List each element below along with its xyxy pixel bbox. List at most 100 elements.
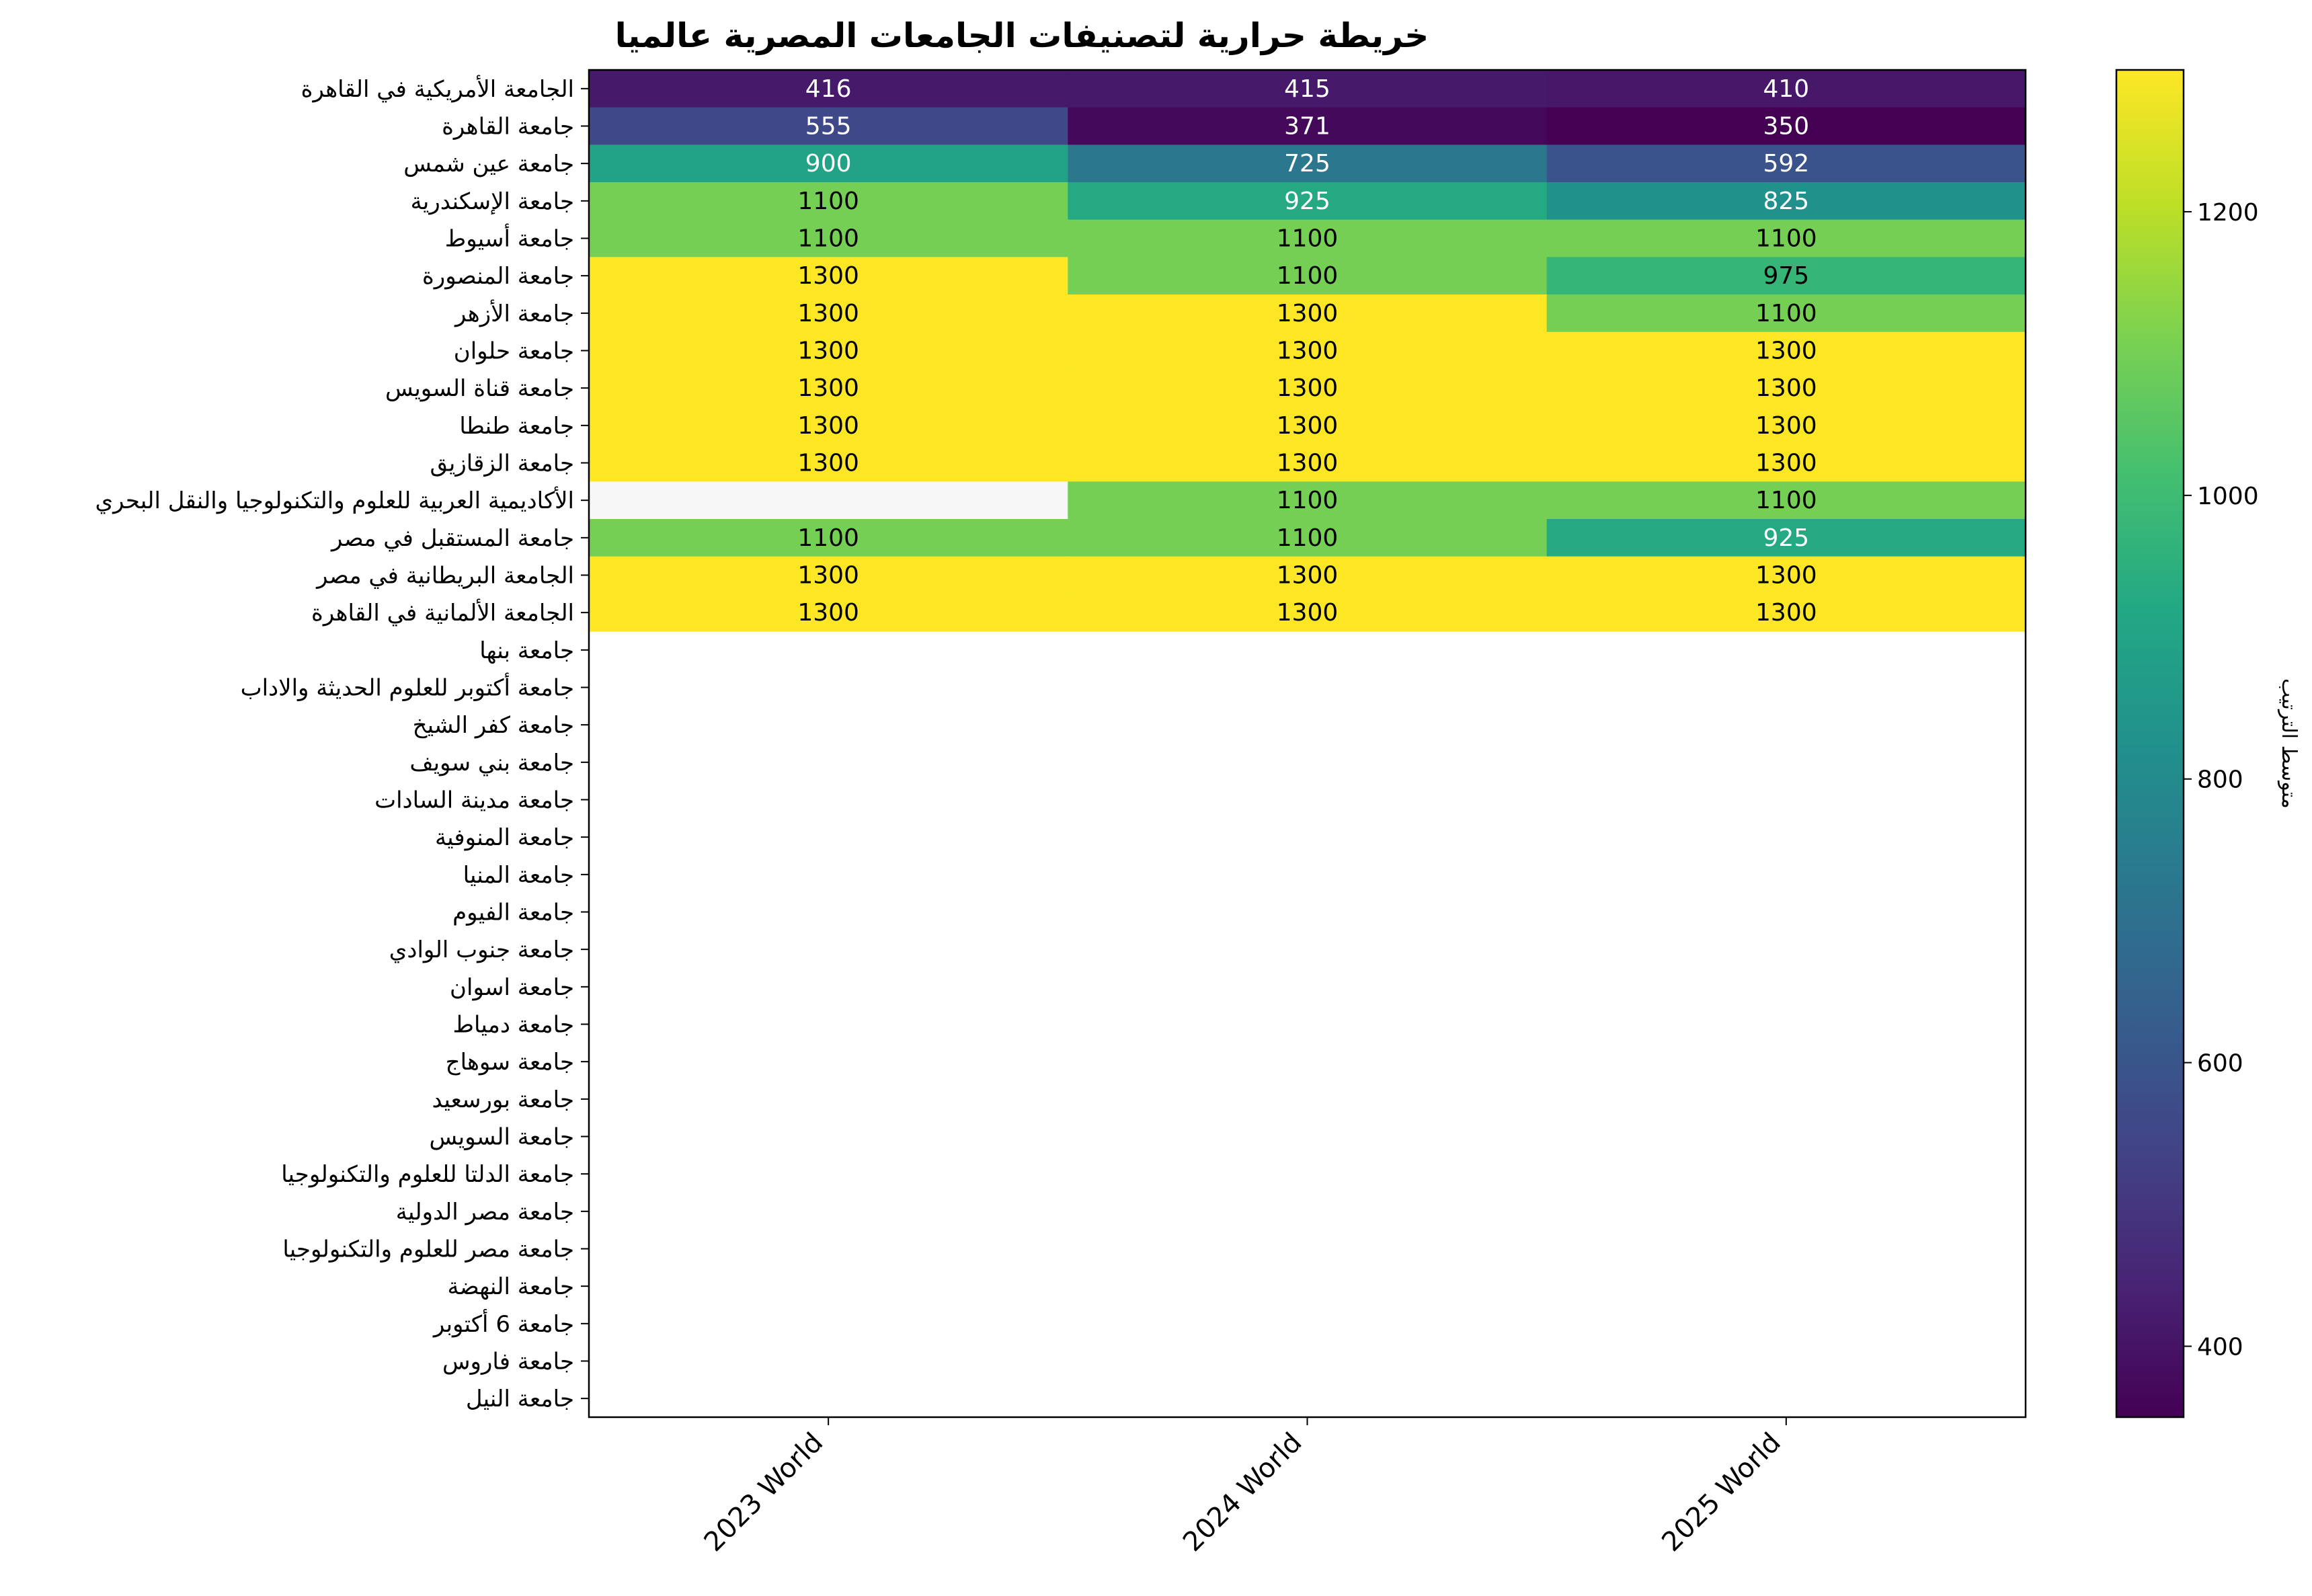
heatmap-cell [1068,182,1548,221]
row-label: الجامعة الألمانية في القاهرة [311,598,574,627]
cell-value-label: 975 [1763,262,1809,290]
heatmap-cell [589,294,1068,333]
heatmap-cell [1068,331,1548,370]
cell-value-label: 1300 [1755,450,1817,477]
row-label: جامعة أكتوبر للعلوم الحديثة والاداب [241,673,574,702]
cell-value-label: 1300 [797,337,859,365]
cell-value-label: 1300 [797,374,859,402]
cell-value-label: 1300 [1277,300,1339,327]
cell-value-label: 1300 [797,262,859,290]
row-label: جامعة النيل [466,1386,574,1412]
row-label: جامعة 6 أكتوبر [432,1309,574,1338]
cell-value-label: 1300 [1755,562,1817,590]
cell-value-label: 416 [805,75,852,103]
heatmap-cell [1068,594,1548,632]
row-label: جامعة الأزهر [454,299,574,327]
row-label: جامعة سوهاج [446,1049,574,1076]
heatmap-cell [589,331,1068,370]
colorbar-label: متوسط الترتيب [2277,678,2301,809]
cell-value-label: 925 [1763,524,1809,552]
heatmap-cell [1068,145,1548,183]
row-label: الجامعة الأمريكية في القاهرة [301,75,574,103]
colorbar: 400 600 800 1000 1200 متوسط الترتيب [2115,69,2301,1419]
heatmap-cell [589,219,1068,257]
cell-value-label: 1100 [797,524,859,552]
column-label: 2023 World [699,1427,830,1558]
heatmap-cell [1068,257,1548,295]
heatmap-cell [1546,257,2026,295]
heatmap-cell [1068,107,1548,145]
row-label: جامعة المنوفية [435,824,574,851]
colorbar-ticks: 400 600 800 1000 1200 [2184,199,2259,1361]
row-label: جامعة مصر للعلوم والتكنولوجيا [282,1236,574,1263]
cell-value-label: 1300 [1755,374,1817,402]
heatmap-cell [1546,219,2026,257]
cell-value-label: 1300 [797,412,859,440]
heatmap-cell [589,519,1068,557]
heatmap-cell [1546,145,2026,183]
row-label: جامعة اسوان [450,974,574,1001]
cell-value-label: 1300 [1755,337,1817,365]
cell-value-label: 415 [1284,75,1330,103]
heatmap-cell [1068,444,1548,482]
column-label: 2024 World [1177,1427,1308,1558]
cell-value-label: 1100 [1277,225,1339,253]
row-label: جامعة القاهرة [442,114,574,141]
heatmap-cell [1546,107,2026,145]
heatmap-cell [589,594,1068,632]
row-label: جامعة عين شمس [403,151,574,177]
cell-value-label: 725 [1284,150,1330,177]
row-label: جامعة النهضة [448,1273,574,1300]
heatmap-cell [589,556,1068,594]
cell-value-label: 1300 [797,300,859,327]
heatmap-cell [1068,407,1548,445]
cell-value-label: 1100 [797,225,859,253]
cell-value-label: 371 [1284,113,1330,141]
cell-value-label: 825 [1763,188,1809,215]
heatmap-cell [589,107,1068,145]
row-label: جامعة المنيا [463,862,574,889]
heatmap-cell [589,407,1068,445]
heatmap-cell [589,369,1068,407]
heatmap-cell [1068,519,1548,557]
cell-value-label: 1100 [1755,225,1817,253]
heatmap-cell [1068,481,1548,520]
cell-value-label: 1100 [1277,524,1339,552]
row-label: جامعة الزقازيق [430,450,574,477]
heatmap-cell [589,145,1068,183]
colorbar-tick-label: 1000 [2197,483,2259,510]
cell-value-label: 1300 [1277,412,1339,440]
heatmap-cell [589,444,1068,482]
cell-value-label: 1300 [1277,374,1339,402]
row-labels: الجامعة الأمريكية في القاهرة جامعة القاهر… [95,75,589,1412]
row-label: جامعة الدلتا للعلوم والتكنولوجيا [281,1161,574,1188]
row-label: جامعة المنصورة [422,263,574,290]
cell-value-label: 1100 [1755,487,1817,514]
cell-value-label: 900 [805,150,852,177]
cell-value-label: 1300 [1277,450,1339,477]
heatmap-cell [1546,182,2026,221]
row-label: جامعة الإسكندرية [411,188,574,215]
heatmap-cell [1068,294,1548,333]
heatmap-cell [1546,481,2026,520]
row-label: الجامعة البريطانية في مصر [315,563,574,590]
heatmap-cell [589,182,1068,221]
heatmap-cell [1068,219,1548,257]
heatmap-cell [1546,594,2026,632]
cell-value-label: 1300 [1277,599,1339,627]
row-label: جامعة طنطا [459,413,574,440]
heatmap-cell [1546,407,2026,445]
cell-value-label: 1100 [797,188,859,215]
row-label: جامعة دمياط [453,1012,574,1039]
cell-value-label: 1300 [1755,599,1817,627]
cell-value-label: 592 [1763,150,1809,177]
heatmap-cell [1546,444,2026,482]
heatmap-cell [1546,70,2026,108]
cell-value-label: 1300 [1755,412,1817,440]
heatmap-cell-missing [589,481,1068,520]
cell-value-label: 1300 [797,599,859,627]
column-label: 2025 World [1656,1427,1787,1558]
row-label: جامعة بنها [479,637,574,664]
row-label: جامعة فاروس [442,1349,574,1375]
row-label: جامعة حلوان [454,338,574,365]
